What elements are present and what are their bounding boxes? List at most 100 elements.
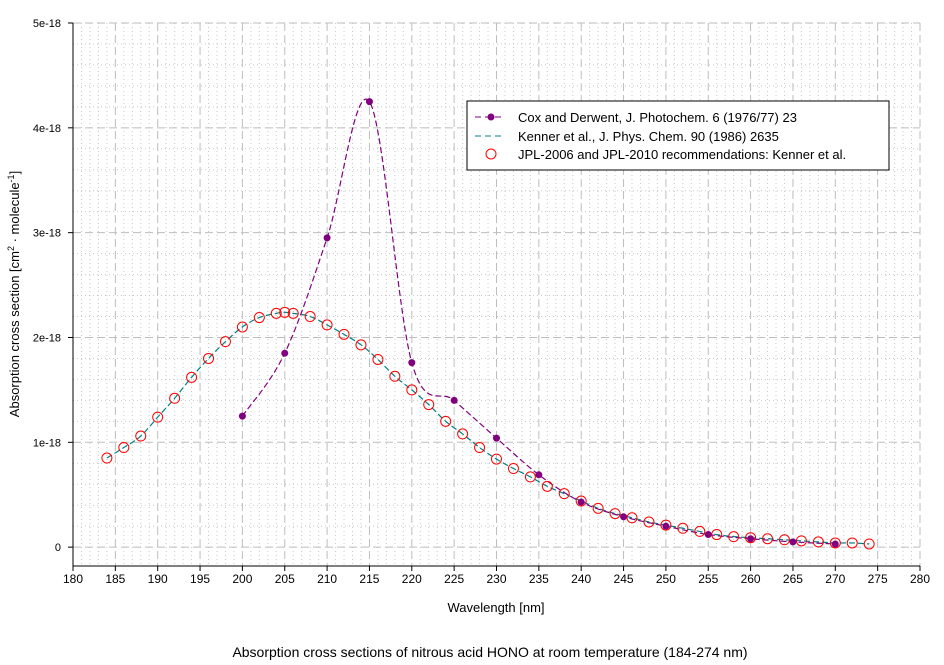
x-tick-label: 225: [444, 572, 464, 586]
jpl-point: [778, 534, 790, 546]
jpl-point: [389, 370, 401, 382]
cox-point: [493, 434, 500, 442]
cox-point: [408, 359, 416, 367]
x-tick-label: 250: [656, 572, 676, 586]
jpl-point: [101, 452, 113, 464]
jpl-point: [169, 392, 181, 404]
jpl-point: [355, 339, 367, 351]
jpl-point: [287, 307, 299, 319]
jpl-point: [135, 430, 147, 442]
x-tick-label: 260: [741, 572, 761, 586]
series-layer: [101, 98, 875, 550]
x-tick-label: 270: [825, 572, 845, 586]
jpl-point: [507, 463, 519, 475]
jpl-point: [728, 531, 740, 543]
axes: 180 185 190 195 200 205 210 215 220 225 230 235 240 2…: [33, 18, 930, 586]
cox-point: [620, 513, 628, 521]
jpl-point: [219, 336, 231, 348]
x-tick-label: 255: [698, 572, 718, 586]
legend-jpl-label: JPL-2006 and JPL-2010 recommendations: K…: [518, 147, 846, 162]
jpl-point: [279, 306, 291, 318]
jpl-point: [253, 312, 265, 324]
cox-point: [365, 98, 373, 106]
jpl-point: [152, 411, 164, 423]
y-tick-label: 2e-18: [33, 332, 61, 344]
x-tick-label: 215: [359, 572, 379, 586]
jpl-point: [795, 535, 807, 547]
cox-point: [577, 498, 585, 506]
x-tick-label: 275: [868, 572, 888, 586]
jpl-point: [304, 311, 316, 323]
jpl-point: [406, 384, 418, 396]
jpl-point: [186, 371, 198, 383]
y-tick-label: 0: [55, 542, 61, 554]
x-tick-label: 265: [783, 572, 803, 586]
x-tick-label: 185: [105, 572, 125, 586]
cox-point: [450, 396, 458, 404]
cox-point: [323, 234, 331, 242]
legend-cox-marker: [487, 113, 495, 121]
x-tick-label: 195: [190, 572, 210, 586]
jpl-point: [846, 537, 858, 549]
cox-point: [662, 522, 670, 530]
x-tick-label: 180: [63, 572, 83, 586]
y-tick-label: 3e-18: [33, 228, 61, 240]
jpl-point: [829, 537, 841, 549]
x-tick-label: 235: [529, 572, 549, 586]
x-tick-label: 230: [486, 572, 506, 586]
jpl-point: [863, 538, 875, 550]
jpl-point: [321, 319, 333, 331]
legend-box: [466, 100, 890, 171]
legend: Cox and Derwent, J. Photochem. 6 (1976/7…: [466, 100, 890, 171]
cox-point: [238, 412, 246, 420]
x-tick-label: 200: [232, 572, 252, 586]
jpl-point: [338, 328, 350, 340]
jpl-point: [609, 508, 621, 520]
legend-kenner-label: Kenner et al., J. Phys. Chem. 90 (1986) …: [518, 129, 779, 144]
jpl-point: [457, 428, 469, 440]
cox-point: [535, 471, 543, 479]
cox-point: [281, 349, 289, 357]
jpl-point: [440, 415, 452, 427]
jpl-point: [118, 442, 130, 454]
x-tick-label: 205: [275, 572, 295, 586]
jpl-point: [660, 519, 672, 531]
jpl-point: [372, 353, 384, 365]
jpl-point: [558, 488, 570, 500]
cox-point: [831, 540, 839, 548]
jpl-point: [524, 471, 536, 483]
kenner-line: [106, 311, 870, 545]
jpl-point: [236, 321, 248, 333]
y-tick-label: 4e-18: [33, 123, 61, 135]
jpl-point: [541, 480, 553, 492]
y-tick-label: 5e-18: [33, 18, 61, 30]
x-tick-label: 220: [402, 572, 422, 586]
x-tick-label: 190: [148, 572, 168, 586]
jpl-point: [491, 453, 502, 465]
x-tick-label: 240: [571, 572, 591, 586]
jpl-point: [677, 522, 689, 534]
cox-point: [789, 538, 797, 546]
x-tick-label: 210: [317, 572, 337, 586]
legend-cox-label: Cox and Derwent, J. Photochem. 6 (1976/7…: [518, 110, 797, 125]
jpl-point: [474, 442, 486, 454]
cox-point: [704, 531, 712, 539]
legend-jpl-marker: [485, 148, 497, 160]
jpl-point: [270, 307, 282, 319]
jpl-point: [762, 533, 774, 545]
jpl-point: [694, 525, 706, 537]
jpl-point: [592, 502, 604, 514]
x-tick-label: 280: [910, 572, 930, 586]
jpl-point: [575, 495, 587, 507]
x-axis-label: Wavelength [nm]: [447, 600, 544, 615]
y-axis-label: Absorption cross section [cm2 · molecule…: [6, 171, 22, 417]
jpl-point: [203, 352, 215, 364]
jpl-point: [626, 512, 638, 524]
y-tick-label: 1e-18: [33, 437, 61, 449]
jpl-point: [423, 399, 435, 411]
jpl-point: [812, 536, 824, 548]
jpl-point: [643, 516, 655, 528]
cox-point: [747, 535, 755, 543]
x-tick-label: 245: [614, 572, 634, 586]
